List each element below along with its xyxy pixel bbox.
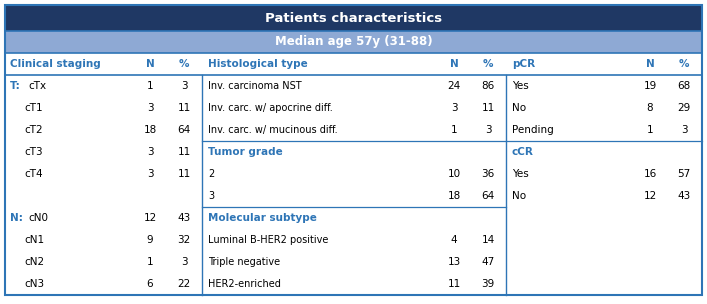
Text: 3: 3: [146, 103, 153, 113]
Text: HER2-enriched: HER2-enriched: [208, 279, 281, 289]
Text: 3: 3: [681, 125, 687, 135]
Text: Median age 57y (31-88): Median age 57y (31-88): [275, 36, 432, 49]
Text: %: %: [679, 59, 689, 69]
Text: 86: 86: [481, 81, 495, 91]
Text: cN0: cN0: [28, 213, 48, 223]
Text: 11: 11: [177, 147, 191, 157]
Text: N: N: [450, 59, 458, 69]
Text: 1: 1: [450, 125, 457, 135]
Text: 57: 57: [677, 169, 691, 179]
Text: 3: 3: [146, 147, 153, 157]
Text: Clinical staging: Clinical staging: [10, 59, 101, 69]
Text: cT2: cT2: [24, 125, 42, 135]
Text: 14: 14: [481, 235, 495, 245]
Text: Patients characteristics: Patients characteristics: [265, 12, 442, 25]
Bar: [5, 5, 702, 31]
Text: Inv. carc. w/ apocrine diff.: Inv. carc. w/ apocrine diff.: [208, 103, 333, 113]
Text: 47: 47: [481, 257, 495, 267]
Text: cTx: cTx: [28, 81, 46, 91]
Text: 3: 3: [450, 103, 457, 113]
Text: 3: 3: [181, 81, 187, 91]
Text: 3: 3: [181, 257, 187, 267]
Text: %: %: [179, 59, 189, 69]
Text: 64: 64: [481, 191, 495, 201]
Text: 8: 8: [647, 103, 653, 113]
Text: 36: 36: [481, 169, 495, 179]
Text: cT4: cT4: [24, 169, 42, 179]
Text: 3: 3: [146, 169, 153, 179]
Text: T:: T:: [10, 81, 21, 91]
Text: Histological type: Histological type: [208, 59, 308, 69]
Text: %: %: [483, 59, 493, 69]
Text: N: N: [645, 59, 655, 69]
Text: cN2: cN2: [24, 257, 44, 267]
Text: 24: 24: [448, 81, 461, 91]
Text: cN3: cN3: [24, 279, 44, 289]
Text: N: N: [146, 59, 154, 69]
Text: cCR: cCR: [512, 147, 534, 157]
Text: pCR: pCR: [512, 59, 535, 69]
Text: 11: 11: [448, 279, 461, 289]
Text: 11: 11: [177, 103, 191, 113]
Text: 2: 2: [208, 169, 214, 179]
Text: 19: 19: [643, 81, 657, 91]
Text: 4: 4: [450, 235, 457, 245]
Text: 1: 1: [146, 257, 153, 267]
Text: 43: 43: [177, 213, 191, 223]
Text: 18: 18: [144, 125, 157, 135]
Text: 68: 68: [677, 81, 691, 91]
Text: N:: N:: [10, 213, 23, 223]
Bar: [5, 53, 702, 75]
Text: 11: 11: [481, 103, 495, 113]
Text: cN1: cN1: [24, 235, 44, 245]
Bar: [5, 31, 702, 53]
Text: Triple negative: Triple negative: [208, 257, 280, 267]
Text: 39: 39: [481, 279, 495, 289]
Text: Pending: Pending: [512, 125, 554, 135]
Text: 18: 18: [448, 191, 461, 201]
Text: 10: 10: [448, 169, 460, 179]
Text: 1: 1: [146, 81, 153, 91]
Text: 3: 3: [208, 191, 214, 201]
Text: 16: 16: [643, 169, 657, 179]
Text: 9: 9: [146, 235, 153, 245]
Text: 43: 43: [677, 191, 691, 201]
Text: 12: 12: [643, 191, 657, 201]
Text: No: No: [512, 103, 526, 113]
Text: 6: 6: [146, 279, 153, 289]
Text: 12: 12: [144, 213, 157, 223]
Text: 22: 22: [177, 279, 191, 289]
Text: 64: 64: [177, 125, 191, 135]
Text: 13: 13: [448, 257, 461, 267]
Text: Yes: Yes: [512, 169, 529, 179]
Text: Tumor grade: Tumor grade: [208, 147, 283, 157]
Text: 11: 11: [177, 169, 191, 179]
Text: Luminal B-HER2 positive: Luminal B-HER2 positive: [208, 235, 328, 245]
Text: cT3: cT3: [24, 147, 42, 157]
Text: Molecular subtype: Molecular subtype: [208, 213, 317, 223]
Text: Inv. carc. w/ mucinous diff.: Inv. carc. w/ mucinous diff.: [208, 125, 338, 135]
Text: 32: 32: [177, 235, 191, 245]
Text: 29: 29: [677, 103, 691, 113]
Text: cT1: cT1: [24, 103, 42, 113]
Text: 3: 3: [485, 125, 491, 135]
Text: 1: 1: [647, 125, 653, 135]
Text: No: No: [512, 191, 526, 201]
Text: Yes: Yes: [512, 81, 529, 91]
Text: Inv. carcinoma NST: Inv. carcinoma NST: [208, 81, 302, 91]
